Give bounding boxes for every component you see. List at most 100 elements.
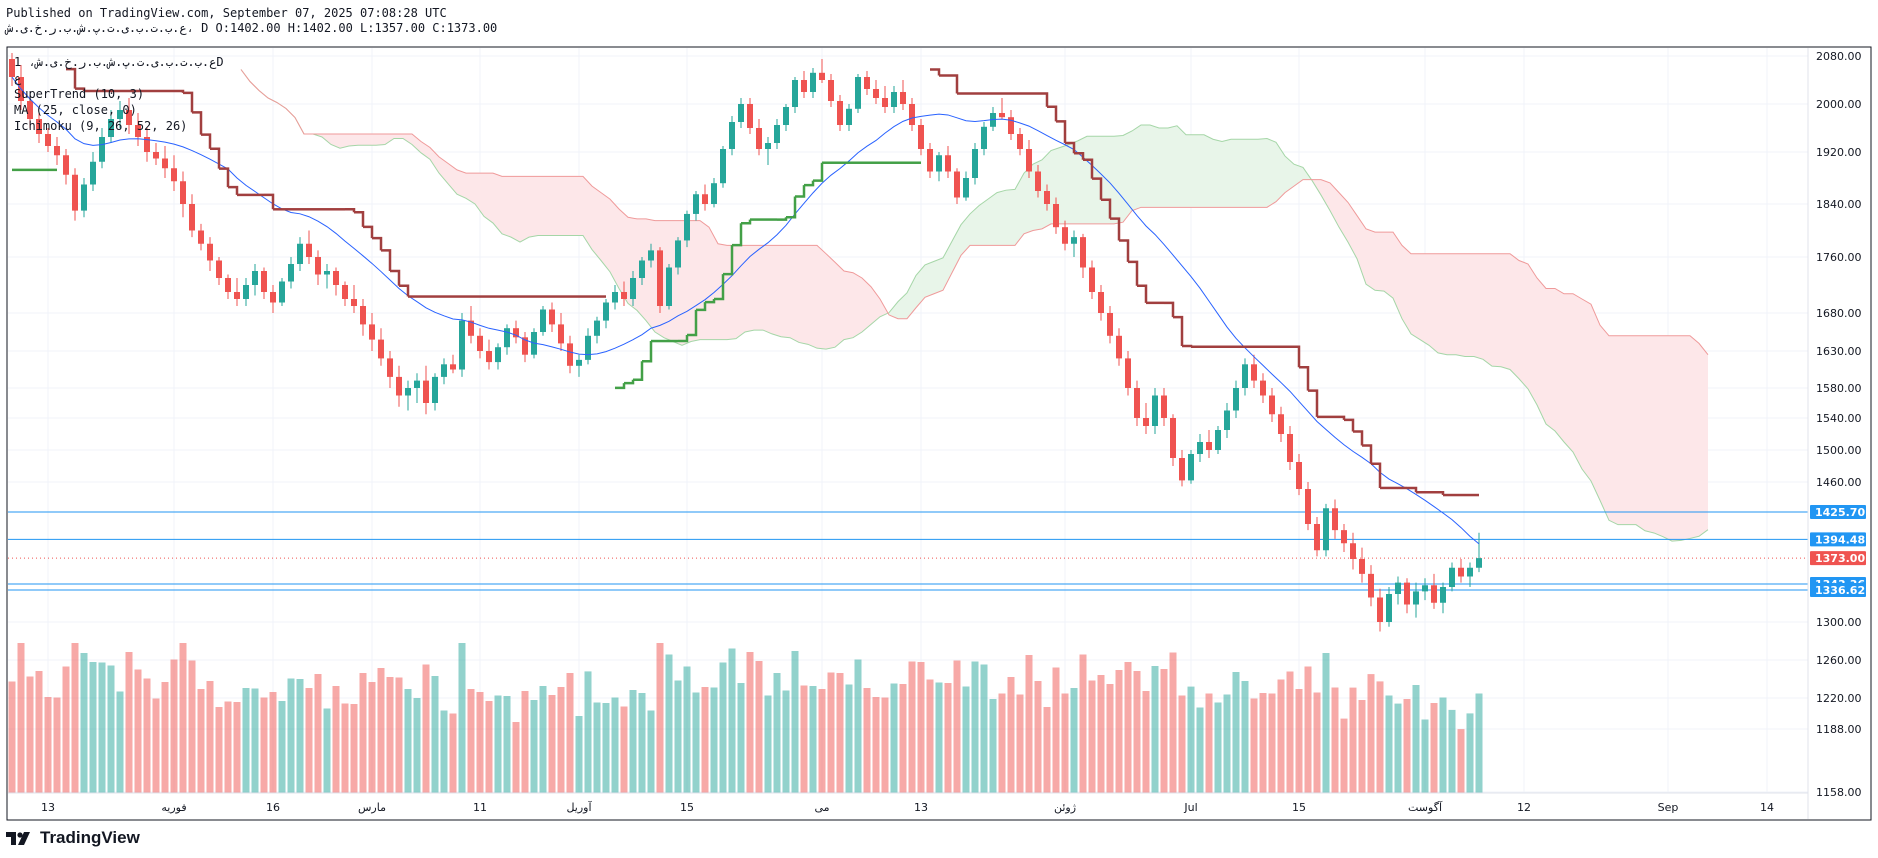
legend-exchange: ع bbox=[14, 71, 22, 85]
cloud-segment bbox=[1060, 144, 1069, 224]
cloud-segment bbox=[1186, 134, 1195, 208]
candle-body bbox=[1386, 594, 1392, 622]
supertrend-segment bbox=[777, 217, 788, 221]
volume-bar bbox=[341, 703, 349, 793]
cloud-segment bbox=[835, 262, 844, 348]
volume-bar bbox=[1106, 684, 1114, 793]
candle-body bbox=[1197, 442, 1203, 454]
supertrend-segment bbox=[372, 236, 383, 251]
volume-bar bbox=[1232, 672, 1240, 793]
cloud-segment bbox=[367, 134, 376, 146]
candle-body bbox=[1377, 597, 1383, 622]
cloud-segment bbox=[349, 134, 358, 146]
cloud-segment bbox=[466, 173, 475, 204]
time-tick-label: آگوست bbox=[1408, 800, 1443, 814]
volume-bar bbox=[1043, 707, 1051, 793]
candle-body bbox=[1134, 388, 1140, 418]
tradingview-logo[interactable]: TradingView bbox=[6, 828, 140, 848]
candle-body bbox=[639, 260, 645, 278]
cloud-segment bbox=[457, 169, 466, 199]
supertrend-segment bbox=[1299, 366, 1310, 391]
candle-body bbox=[675, 240, 681, 268]
cloud-segment bbox=[826, 253, 835, 350]
candle-body bbox=[684, 213, 690, 241]
cloud-segment bbox=[1474, 253, 1483, 360]
cloud-segment bbox=[772, 245, 781, 337]
candle-body bbox=[396, 376, 402, 396]
volume-bar bbox=[800, 685, 808, 793]
volume-bar bbox=[1403, 699, 1411, 793]
supertrend-segment bbox=[219, 167, 230, 188]
candle-body bbox=[1071, 237, 1077, 244]
cloud-segment bbox=[340, 134, 349, 149]
candle-body bbox=[63, 155, 69, 175]
volume-bar bbox=[26, 676, 34, 793]
volume-bar bbox=[719, 662, 727, 793]
volume-bar bbox=[1439, 697, 1447, 793]
cloud-segment bbox=[1330, 182, 1339, 228]
cloud-segment bbox=[1132, 125, 1141, 211]
legend-symbol: ع.ب.ت.ب.ی.ت.پ.ش.ب.ر.خ.ی.ش، 1D bbox=[14, 55, 224, 70]
candle-body bbox=[108, 119, 114, 137]
cloud-segment bbox=[1114, 135, 1123, 224]
volume-bar bbox=[512, 722, 520, 793]
supertrend-segment bbox=[786, 196, 797, 219]
candle-body bbox=[27, 101, 33, 119]
price-label-box bbox=[1810, 582, 1866, 597]
cloud-segment bbox=[1438, 253, 1447, 355]
cloud-segment bbox=[1015, 173, 1024, 246]
candle-body bbox=[828, 80, 834, 101]
candle-body bbox=[180, 181, 186, 204]
candle-body bbox=[1026, 149, 1032, 172]
volume-bar bbox=[566, 673, 574, 793]
volume-bar bbox=[746, 652, 754, 793]
ohlc-info: ع.ب.ت.ب.ی.ت.پ.ش.ب.ر.خ.ی.ش، D O:1402.00 H… bbox=[6, 21, 498, 35]
candle-body bbox=[612, 292, 618, 303]
cloud-segment bbox=[1510, 253, 1519, 379]
volume-bar bbox=[467, 689, 475, 793]
candle-body bbox=[1305, 489, 1311, 524]
volume-bar bbox=[233, 702, 241, 793]
cloud-segment bbox=[1492, 253, 1501, 367]
candle-body bbox=[783, 107, 789, 125]
supertrend-segment bbox=[363, 225, 374, 239]
volume-bar bbox=[1367, 674, 1375, 793]
volume-bar bbox=[143, 678, 151, 793]
candle-body bbox=[648, 250, 654, 261]
volume-bar bbox=[458, 643, 466, 793]
candle-body bbox=[270, 292, 276, 303]
cloud-segment bbox=[601, 192, 610, 272]
supertrend-segment bbox=[633, 361, 644, 382]
volume-bar bbox=[215, 707, 223, 793]
volume-bar bbox=[737, 683, 745, 793]
candle-body bbox=[774, 125, 780, 143]
candle-body bbox=[1350, 543, 1356, 559]
cloud-segment bbox=[961, 213, 970, 256]
cloud-segment bbox=[1204, 134, 1213, 208]
cloud-segment bbox=[1267, 138, 1276, 208]
candle-body bbox=[999, 113, 1005, 118]
supertrend-segment bbox=[210, 147, 221, 169]
volume-bar bbox=[1052, 667, 1060, 793]
volume-bar bbox=[116, 691, 124, 793]
cloud-segment bbox=[493, 173, 502, 234]
candle-body bbox=[333, 271, 339, 285]
volume-bar bbox=[503, 696, 511, 793]
volume-bar bbox=[683, 666, 691, 793]
volume-bar bbox=[1187, 686, 1195, 793]
candle-body bbox=[1179, 458, 1185, 481]
candle-body bbox=[171, 168, 177, 182]
volume-bar bbox=[845, 684, 853, 793]
candle-body bbox=[315, 257, 321, 275]
volume-bar bbox=[638, 693, 646, 793]
candle-body bbox=[927, 149, 933, 172]
candle-body bbox=[387, 358, 393, 377]
supertrend-segment bbox=[1083, 158, 1094, 179]
price-tick-label: 1920.00 bbox=[1816, 146, 1862, 159]
cloud-segment bbox=[1348, 202, 1357, 259]
candle-body bbox=[1260, 380, 1266, 396]
volume-bar bbox=[1421, 719, 1429, 793]
price-tick-label: 1760.00 bbox=[1816, 251, 1862, 264]
candle-body bbox=[1062, 227, 1068, 244]
